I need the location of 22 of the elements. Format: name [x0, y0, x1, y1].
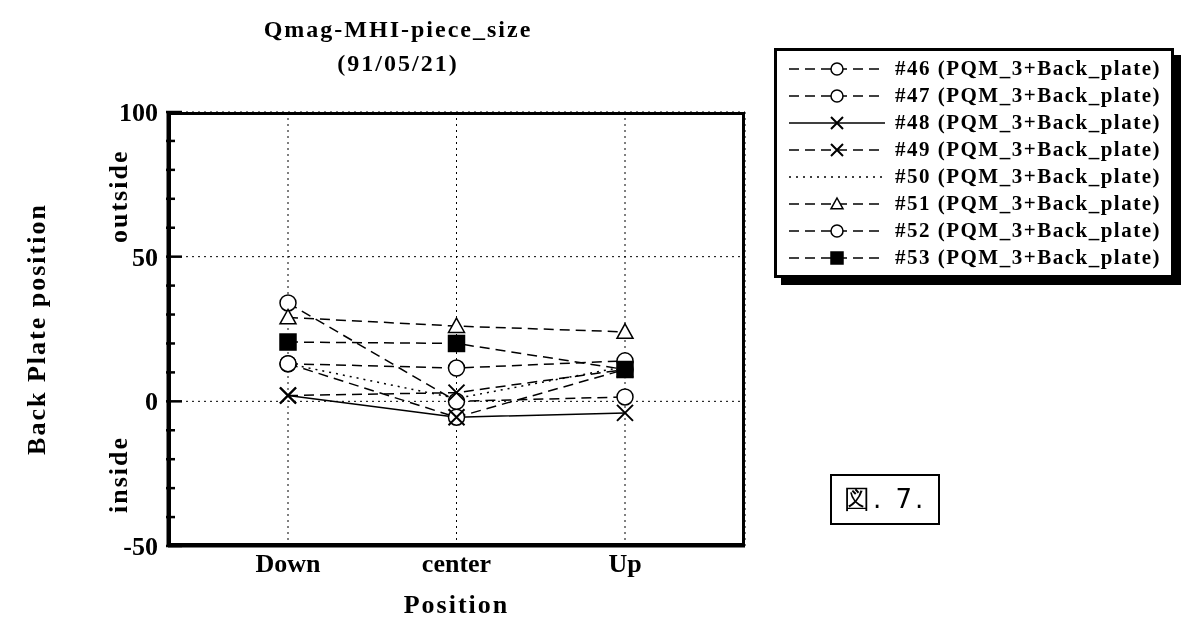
y-axis-title: Back Plate position	[22, 203, 52, 455]
y-tick-label: 50	[132, 242, 158, 272]
legend-label: #48 (PQM_3+Back_plate)	[894, 110, 1161, 135]
y-tick-label: 100	[119, 98, 158, 128]
text: inside	[104, 435, 134, 513]
legend-label: #46 (PQM_3+Back_plate)	[894, 56, 1161, 81]
legend-label: #49 (PQM_3+Back_plate)	[894, 137, 1161, 162]
legend-label: #52 (PQM_3+Back_plate)	[894, 218, 1161, 243]
y-tick-label: -50	[123, 532, 158, 562]
legend-label: #50 (PQM_3+Back_plate)	[894, 164, 1161, 189]
chart-title: Qmag-MHI-piece_size	[262, 15, 534, 44]
text: 図. 7.	[830, 474, 941, 525]
legend-label: #51 (PQM_3+Back_plate)	[894, 191, 1161, 216]
text: outside	[104, 149, 134, 243]
y-tick-label: 0	[145, 387, 158, 417]
legend-label: #47 (PQM_3+Back_plate)	[894, 83, 1161, 108]
x-tick-label: Down	[255, 549, 322, 579]
chart-subtitle: (91/05/21)	[336, 49, 460, 78]
x-tick-label: center	[421, 549, 492, 579]
x-tick-label: Up	[608, 549, 642, 579]
x-axis-title: Position	[403, 590, 510, 619]
legend-label: #53 (PQM_3+Back_plate)	[894, 245, 1161, 270]
